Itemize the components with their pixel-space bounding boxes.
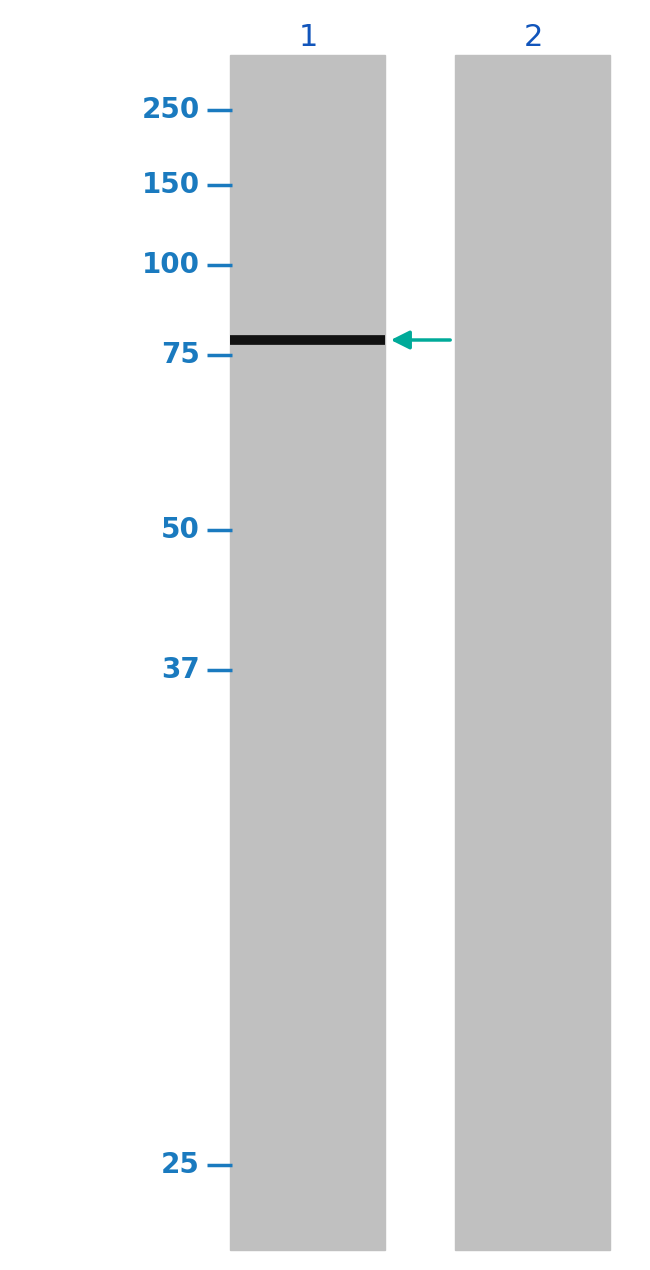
Text: 250: 250 bbox=[142, 97, 200, 124]
Text: 100: 100 bbox=[142, 251, 200, 279]
Text: 2: 2 bbox=[523, 24, 543, 52]
Text: 75: 75 bbox=[161, 342, 200, 370]
Bar bbox=[230, 55, 385, 1250]
Text: 37: 37 bbox=[161, 657, 200, 685]
Text: 150: 150 bbox=[142, 171, 200, 199]
Text: 50: 50 bbox=[161, 516, 200, 544]
Text: 25: 25 bbox=[161, 1151, 200, 1179]
Bar bbox=[455, 55, 610, 1250]
Text: 1: 1 bbox=[298, 24, 318, 52]
